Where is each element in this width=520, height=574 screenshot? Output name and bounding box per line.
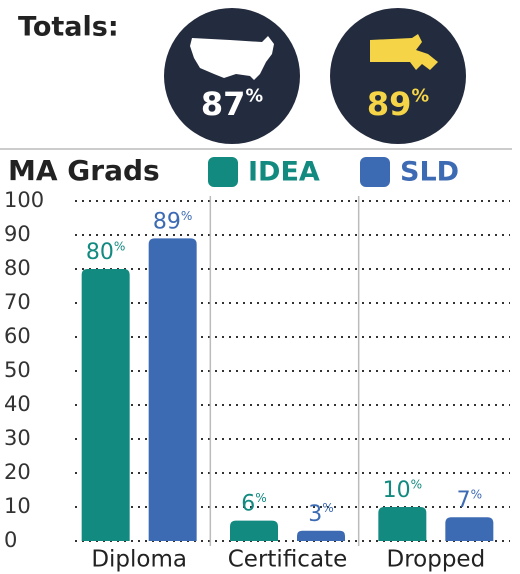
y-tick-label: 0: [4, 528, 17, 552]
y-tick-label: 80: [4, 256, 31, 280]
x-tick-label: Diploma: [91, 547, 187, 573]
chart-title: MA Grads: [8, 154, 160, 187]
bar: [378, 507, 427, 541]
y-tick-label: 40: [4, 392, 31, 416]
y-tick-label: 20: [4, 460, 31, 484]
legend-swatch: [360, 157, 390, 187]
x-tick-label: Dropped: [386, 547, 485, 573]
y-tick-label: 30: [4, 426, 31, 450]
us-badge: [164, 8, 300, 144]
legend-label: SLD: [400, 157, 459, 188]
y-tick-label: 50: [4, 358, 31, 382]
us-map: [190, 36, 274, 80]
x-tick-label: Certificate: [228, 547, 347, 573]
y-tick-label: 70: [4, 290, 31, 314]
legend-swatch: [208, 157, 238, 187]
value-label: 7%: [457, 487, 483, 513]
value-label: 89%: [153, 208, 193, 234]
legend-label: IDEA: [248, 157, 320, 188]
value-label: 80%: [86, 239, 125, 265]
bar: [445, 517, 494, 541]
value-label: 6%: [241, 491, 267, 517]
totals-title: Totals:: [18, 12, 119, 43]
bar: [81, 269, 130, 541]
ma-map: [370, 34, 438, 70]
value-label: 3%: [308, 501, 334, 527]
bar: [148, 238, 197, 541]
y-tick-label: 100: [4, 188, 44, 212]
y-tick-label: 60: [4, 324, 31, 348]
ma-badge: [330, 8, 466, 144]
y-tick-label: 10: [4, 494, 31, 518]
y-tick-label: 90: [4, 222, 31, 246]
bar: [297, 530, 345, 541]
bar: [230, 520, 278, 541]
value-label: 10%: [383, 477, 423, 503]
